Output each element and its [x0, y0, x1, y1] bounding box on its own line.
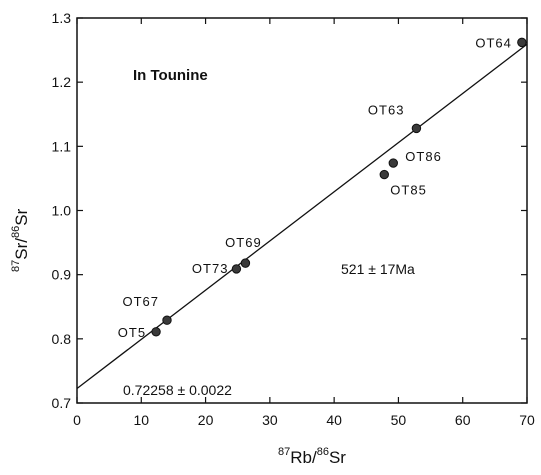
- y-label-slash: /: [12, 238, 31, 243]
- y-tick-label: 1.2: [52, 74, 72, 90]
- x-tick-label: 10: [133, 412, 149, 428]
- point-label-ot64: OT64: [475, 35, 512, 50]
- y-label-sup-1: 87: [10, 260, 22, 272]
- data-point-ot69: [240, 258, 251, 268]
- data-point-ot64: [517, 37, 527, 48]
- point-label-ot69: OT69: [225, 235, 262, 250]
- point-label-ot5: OT5: [118, 325, 146, 340]
- x-tick-label: 70: [519, 412, 535, 428]
- y-tick-label: 1.1: [52, 138, 72, 154]
- point-labels: OT5 OT67 OT73 OT69 OT85 OT86 OT63 OT64: [118, 35, 512, 340]
- y-label-base-2: Sr: [12, 208, 31, 225]
- point-label-ot85: OT85: [390, 183, 427, 198]
- point-label-ot86: OT86: [405, 149, 442, 164]
- axis-ticks: [76, 17, 528, 404]
- x-tick-label: 50: [391, 412, 407, 428]
- y-axis-label: 87Sr/86Sr: [10, 208, 31, 272]
- data-point-ot5: [151, 327, 161, 337]
- x-tick-label: 20: [198, 412, 214, 428]
- y-tick-label: 0.7: [52, 395, 72, 411]
- point-label-ot63: OT63: [368, 102, 405, 117]
- data-points: [151, 37, 527, 337]
- data-point-ot63: [411, 123, 422, 134]
- intercept-annotation: 0.72258 ± 0.0022: [123, 382, 232, 398]
- x-tick-label: 40: [326, 412, 342, 428]
- age-annotation: 521 ± 17Ma: [341, 261, 415, 277]
- x-label-sup-1: 87: [278, 446, 290, 458]
- y-tick-label: 0.8: [52, 331, 72, 347]
- x-tick-label: 30: [262, 412, 278, 428]
- point-label-ot73: OT73: [192, 261, 229, 276]
- y-label-base-1: Sr: [12, 242, 31, 259]
- x-tick-label: 60: [455, 412, 471, 428]
- data-point-ot86: [388, 158, 398, 168]
- x-label-sup-2: 86: [317, 446, 329, 458]
- y-tick-label: 1.0: [52, 203, 72, 219]
- chart-title: In Tounine: [133, 67, 208, 84]
- x-label-base-2: Sr: [329, 448, 346, 467]
- y-label-sup-2: 86: [10, 226, 22, 238]
- y-tick-label: 1.3: [52, 10, 72, 26]
- x-label-base-1: Rb: [290, 448, 312, 467]
- x-axis-label: 87Rb/86Sr: [278, 446, 346, 467]
- data-point-ot85: [379, 169, 389, 180]
- y-tick-label: 0.9: [52, 267, 72, 283]
- data-point-ot73: [231, 264, 242, 274]
- x-label-slash: /: [312, 448, 317, 467]
- point-label-ot67: OT67: [122, 294, 159, 309]
- data-point-ot67: [162, 315, 172, 325]
- x-tick-label: 0: [73, 412, 81, 428]
- axis-tick-labels: 0 10 20 30 40 50 60 70 0.7 0.8 0.9 1.0 1.1 1.2 1.3: [52, 10, 535, 428]
